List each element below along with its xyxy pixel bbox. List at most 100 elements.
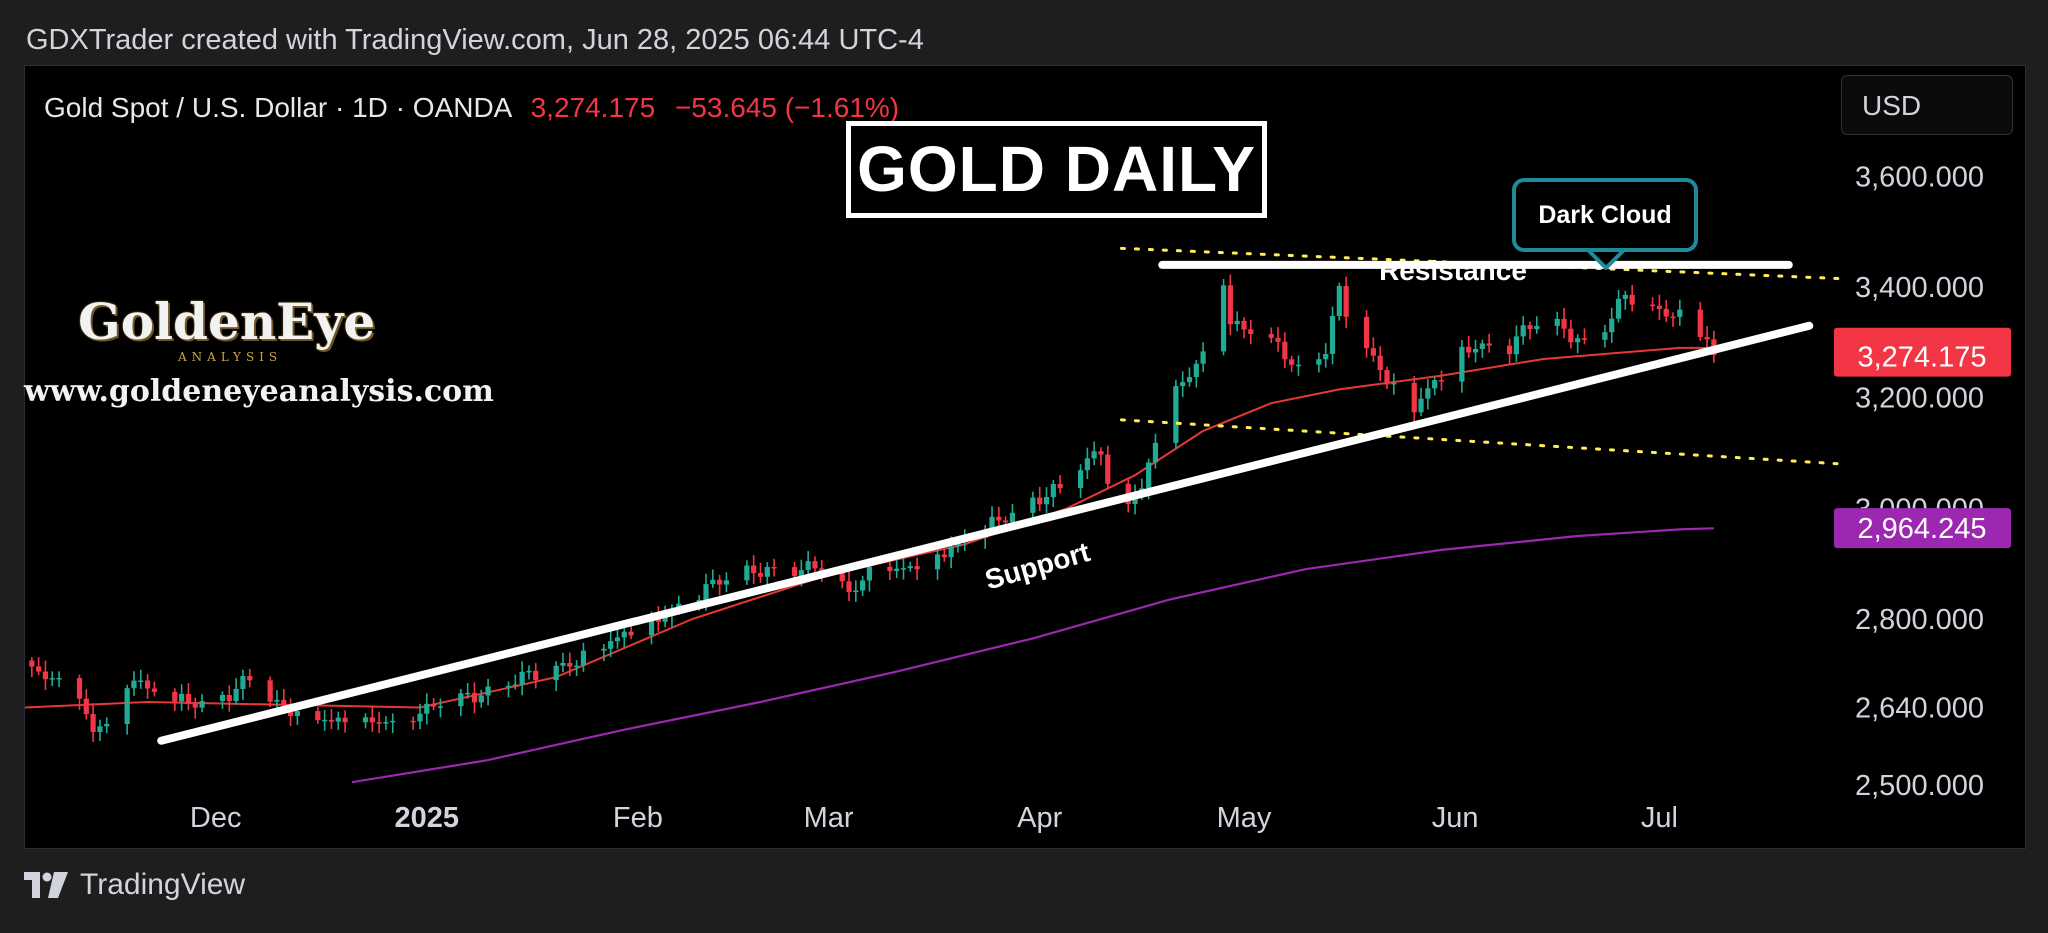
candle-body bbox=[410, 720, 416, 723]
upper-channel-dotted-line[interactable] bbox=[1119, 246, 1845, 281]
candle-body bbox=[791, 567, 798, 576]
candle-body bbox=[751, 565, 757, 574]
candle-body bbox=[1289, 359, 1295, 365]
candle-body bbox=[1323, 353, 1329, 360]
candle-body bbox=[465, 692, 471, 695]
candle-body bbox=[1043, 497, 1050, 505]
candle-body bbox=[172, 691, 178, 702]
candle-body bbox=[601, 648, 607, 651]
candle-body bbox=[97, 726, 103, 733]
candle-body bbox=[860, 580, 866, 591]
candle-body bbox=[1295, 364, 1302, 367]
candle-body bbox=[179, 693, 185, 702]
candle-body bbox=[1234, 320, 1240, 325]
candle-body bbox=[744, 565, 750, 581]
candle-body bbox=[1479, 343, 1485, 349]
candle-body bbox=[614, 637, 621, 642]
price-tag-label: 2,964.245 bbox=[1857, 513, 1986, 545]
y-tick-label: 2,500.000 bbox=[1855, 770, 1984, 802]
chart-credit: GDXTrader created with TradingView.com, … bbox=[26, 24, 924, 56]
candle-body bbox=[1575, 338, 1581, 343]
candle-body bbox=[1622, 294, 1628, 299]
candle-body bbox=[1091, 451, 1097, 459]
candle-body bbox=[1425, 388, 1431, 399]
candle-body bbox=[1472, 348, 1479, 353]
candle-body bbox=[1602, 332, 1608, 340]
candle-body bbox=[819, 568, 825, 572]
ma-200-line bbox=[351, 527, 1714, 784]
candle-body bbox=[1670, 316, 1676, 319]
symbol-price: 3,274.175 bbox=[530, 92, 656, 123]
candle-body bbox=[83, 698, 89, 715]
candle-body bbox=[1003, 520, 1009, 523]
candle-body bbox=[771, 567, 777, 569]
candle-body bbox=[1459, 346, 1465, 382]
x-tick-label: Feb bbox=[613, 802, 663, 834]
x-tick-label: 2025 bbox=[395, 802, 460, 834]
candle-body bbox=[322, 719, 328, 722]
candle-body bbox=[1329, 316, 1336, 354]
candle-body bbox=[1180, 382, 1186, 387]
tradingview-logo-icon bbox=[24, 872, 68, 898]
candle-body bbox=[144, 680, 151, 689]
candle-body bbox=[1220, 285, 1227, 352]
candle-body bbox=[1343, 286, 1349, 317]
candle-body bbox=[1520, 325, 1526, 337]
candle-body bbox=[131, 680, 137, 689]
candle-body bbox=[1561, 318, 1567, 329]
candle-body bbox=[431, 703, 437, 707]
candle-body bbox=[914, 566, 920, 570]
candle-body bbox=[1506, 345, 1513, 355]
candle-body bbox=[505, 685, 512, 688]
candle-body bbox=[485, 686, 491, 696]
lower-channel-dotted-line[interactable] bbox=[1119, 418, 1845, 466]
candle-body bbox=[1377, 355, 1383, 371]
dark-cloud-pointer bbox=[1586, 248, 1626, 270]
candle-body bbox=[124, 688, 130, 725]
candle-body bbox=[839, 571, 845, 582]
candle-body bbox=[757, 573, 764, 577]
candle-body bbox=[417, 713, 423, 722]
tradingview-footer[interactable]: TradingView bbox=[24, 868, 245, 902]
candle-body bbox=[1173, 386, 1179, 443]
symbol-change: −53.645 (−1.61%) bbox=[674, 92, 900, 123]
candle-body bbox=[1432, 380, 1438, 389]
candle-body bbox=[104, 724, 110, 727]
ma-50-line bbox=[24, 346, 1714, 709]
candle-body bbox=[1363, 316, 1370, 349]
y-tick-label: 2,640.000 bbox=[1855, 693, 1984, 725]
watermark-url: www.goldeneyeanalysis.com bbox=[24, 374, 494, 409]
candle-body bbox=[1466, 346, 1472, 353]
candle-body bbox=[219, 695, 226, 702]
candle-body bbox=[424, 703, 430, 714]
candle-body bbox=[390, 720, 396, 723]
candle-body bbox=[1336, 286, 1342, 317]
y-tick-label: 3,200.000 bbox=[1855, 383, 1984, 415]
candle-body bbox=[1534, 325, 1540, 330]
candle-body bbox=[567, 662, 573, 667]
candle-body bbox=[1186, 377, 1193, 383]
candle-body bbox=[267, 680, 273, 702]
candle-body bbox=[342, 717, 348, 723]
candle-body bbox=[376, 722, 382, 724]
x-tick-label: Jun bbox=[1432, 802, 1479, 834]
candle-body bbox=[1098, 451, 1104, 455]
candle-body bbox=[907, 566, 913, 569]
currency-button[interactable]: USD bbox=[1841, 75, 2013, 135]
candle-body bbox=[471, 692, 478, 703]
candle-body bbox=[1677, 309, 1683, 317]
x-tick-label: Dec bbox=[190, 802, 242, 834]
candle-body bbox=[1200, 351, 1206, 364]
candle-body bbox=[90, 714, 96, 733]
y-tick-label: 3,400.000 bbox=[1855, 272, 1984, 304]
candle-body bbox=[1193, 363, 1199, 378]
candle-body bbox=[1370, 348, 1376, 356]
candle-body bbox=[1609, 318, 1615, 333]
candle-body bbox=[247, 675, 253, 681]
candle-body bbox=[226, 695, 232, 702]
candle-body bbox=[533, 670, 539, 681]
candle-body bbox=[1037, 497, 1043, 505]
candle-body bbox=[76, 677, 83, 699]
support-trendline[interactable] bbox=[157, 321, 1814, 745]
